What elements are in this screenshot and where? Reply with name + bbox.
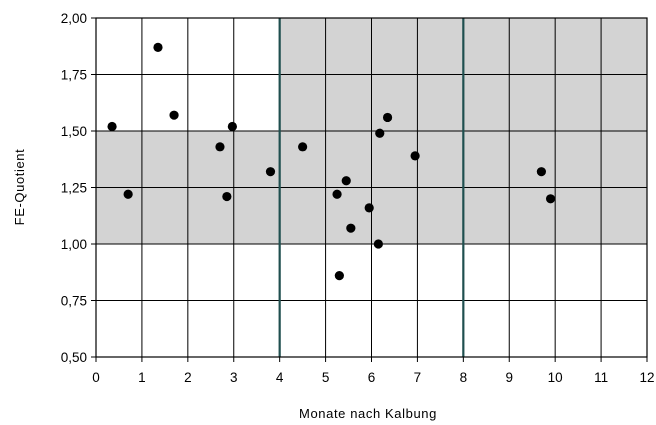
x-tick-label: 1 [138,370,146,385]
x-tick-label: 10 [548,370,563,385]
data-point [215,142,225,152]
data-point [341,176,351,186]
data-point [364,203,374,213]
data-point [373,239,383,249]
y-tick-label: 1,00 [61,237,87,252]
data-point [123,189,133,199]
data-point [410,151,420,161]
y-tick-label: 1,75 [61,68,87,83]
data-point [382,112,393,123]
y-tick-label: 0,50 [61,350,87,365]
y-tick-label: 0,75 [61,294,87,309]
x-tick-label: 5 [322,370,330,385]
data-point [169,110,179,120]
x-tick-label: 7 [414,370,422,385]
emphasized-lines [278,18,465,357]
data-point [545,194,556,204]
x-tick-label: 2 [184,370,192,385]
data-point [298,142,308,152]
data-point [346,223,356,233]
data-point [107,121,117,132]
y-tick-label: 1,25 [61,181,87,196]
x-tick-label: 11 [594,370,608,385]
x-tick-label: 3 [230,370,238,385]
data-point [153,42,163,52]
data-point [334,271,344,281]
x-tick-label: 4 [276,370,284,385]
y-tick-label: 2,00 [61,11,87,26]
x-axis-title: Monate nach Kalbung [299,406,437,421]
data-point [332,189,342,199]
data-point [536,167,546,177]
x-tick-label: 8 [460,370,468,385]
y-tick-label: 1,50 [61,124,87,139]
x-tick-labels: 0 1 2 3 4 5 6 7 8 9 10 11 12 [92,357,655,385]
data-point [265,167,276,177]
data-points [107,42,556,281]
data-point [375,128,385,138]
data-point [222,191,232,202]
data-point [227,121,237,132]
x-tick-label: 0 [92,370,100,385]
x-tick-label: 12 [639,370,654,385]
y-tick-labels: 0,50 0,75 1,00 1,25 1,50 1,75 2,00 [61,11,96,365]
x-tick-label: 9 [505,370,513,385]
y-axis-title: FE-Quotient [12,149,27,226]
x-tick-label: 6 [368,370,376,385]
